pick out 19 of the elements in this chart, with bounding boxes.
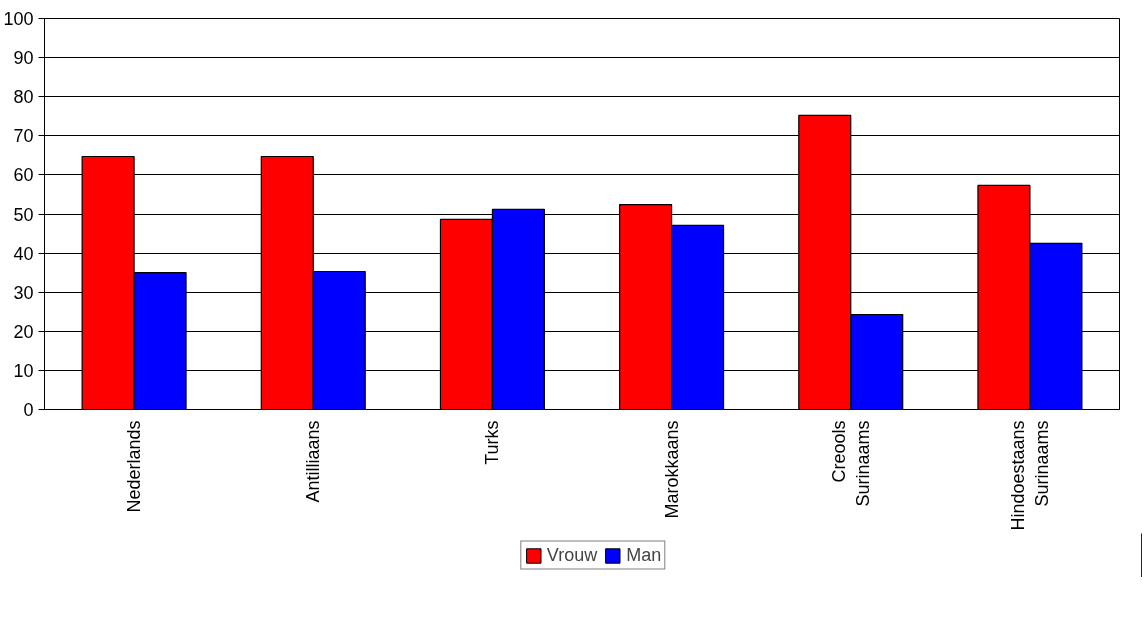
y-tick-label: 50 — [13, 204, 34, 225]
y-tick-label: 10 — [13, 360, 34, 381]
x-tick-label: Nederlands — [124, 420, 145, 513]
x-tick-label: Creools Surinaams — [828, 420, 873, 507]
x-tick-label: Marokkaans — [661, 420, 682, 519]
y-tick-label: 90 — [13, 48, 34, 69]
y-tick-label: 40 — [13, 243, 34, 264]
y-tick-label: 100 — [3, 9, 34, 29]
y-tick-label: 70 — [13, 126, 34, 147]
y-tick-label: 0 — [23, 400, 34, 420]
y-tick-label: 80 — [13, 87, 34, 108]
y-tick-label: 20 — [13, 321, 34, 342]
y-tick-label: 30 — [13, 282, 34, 303]
y-tick-label: 60 — [13, 165, 34, 186]
x-tick-label: Hindoestaans Surinaams — [1007, 420, 1052, 531]
x-tick-label: Turks — [482, 420, 503, 465]
legend-label: Vrouw — [546, 544, 598, 566]
x-tick-label: Antilliaans — [303, 420, 324, 503]
legend-label: Man — [626, 544, 662, 566]
